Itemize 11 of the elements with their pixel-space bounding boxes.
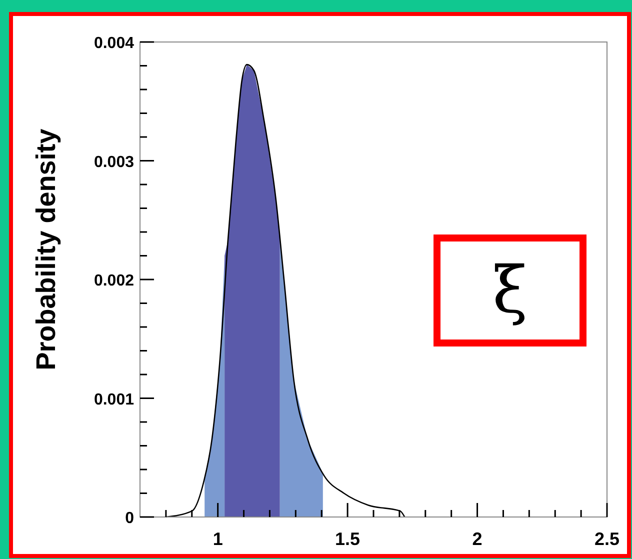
y-tick-label: 0.002: [94, 272, 134, 290]
y-axis-title: Probability density: [31, 128, 61, 370]
x-tick-label: 2: [472, 529, 482, 549]
x-tick-label: 2.5: [594, 529, 620, 549]
x-tick-label: 1: [212, 529, 223, 549]
annotation: ξ: [492, 254, 528, 328]
y-tick-label: 0.003: [94, 154, 134, 171]
y-tick-label: 0.004: [94, 35, 134, 52]
y-tick-label: 0.001: [94, 391, 134, 408]
x-tick-label: 1.5: [335, 529, 360, 549]
y-tick-label: 0: [125, 510, 134, 527]
